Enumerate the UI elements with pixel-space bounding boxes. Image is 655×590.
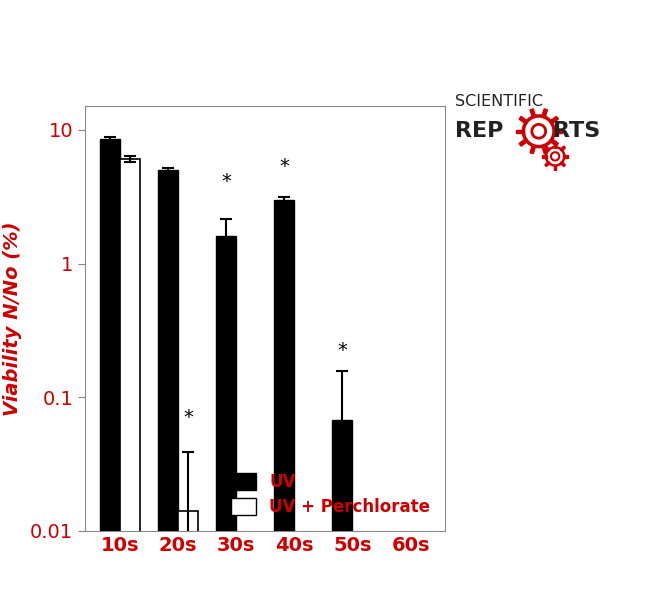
Text: RTS: RTS [553, 121, 601, 141]
FancyArrow shape [563, 155, 569, 158]
FancyArrow shape [542, 155, 547, 158]
Text: *: * [279, 157, 289, 176]
Text: Perchlorate on Martian Surface: Perchlorate on Martian Surface [45, 24, 610, 55]
Legend: UV, UV + Perchlorate: UV, UV + Perchlorate [225, 466, 437, 523]
FancyArrow shape [530, 145, 536, 154]
FancyArrow shape [530, 109, 536, 118]
Text: SCIENTIFIC: SCIENTIFIC [455, 94, 543, 109]
FancyArrow shape [554, 165, 556, 170]
FancyArrow shape [515, 130, 524, 133]
FancyArrow shape [553, 130, 562, 133]
Bar [120, 159, 140, 590]
Bar [178, 512, 198, 590]
FancyArrow shape [554, 143, 556, 148]
Text: *: * [183, 408, 193, 427]
Bar [158, 170, 178, 590]
FancyArrow shape [560, 146, 565, 151]
FancyArrow shape [560, 162, 565, 166]
Y-axis label: Viability N/No (%): Viability N/No (%) [3, 221, 22, 416]
FancyArrow shape [542, 109, 548, 118]
Bar [332, 419, 352, 590]
FancyArrow shape [550, 116, 558, 124]
FancyArrow shape [542, 145, 548, 154]
Text: REP: REP [455, 121, 504, 141]
FancyArrow shape [519, 139, 528, 146]
FancyArrow shape [550, 139, 558, 146]
Bar [274, 199, 294, 590]
FancyArrow shape [545, 146, 550, 151]
Text: *: * [221, 172, 231, 191]
Text: *: * [337, 341, 347, 360]
FancyArrow shape [519, 116, 528, 124]
FancyArrow shape [545, 162, 550, 166]
Bar [100, 139, 120, 590]
Bar [216, 236, 236, 590]
